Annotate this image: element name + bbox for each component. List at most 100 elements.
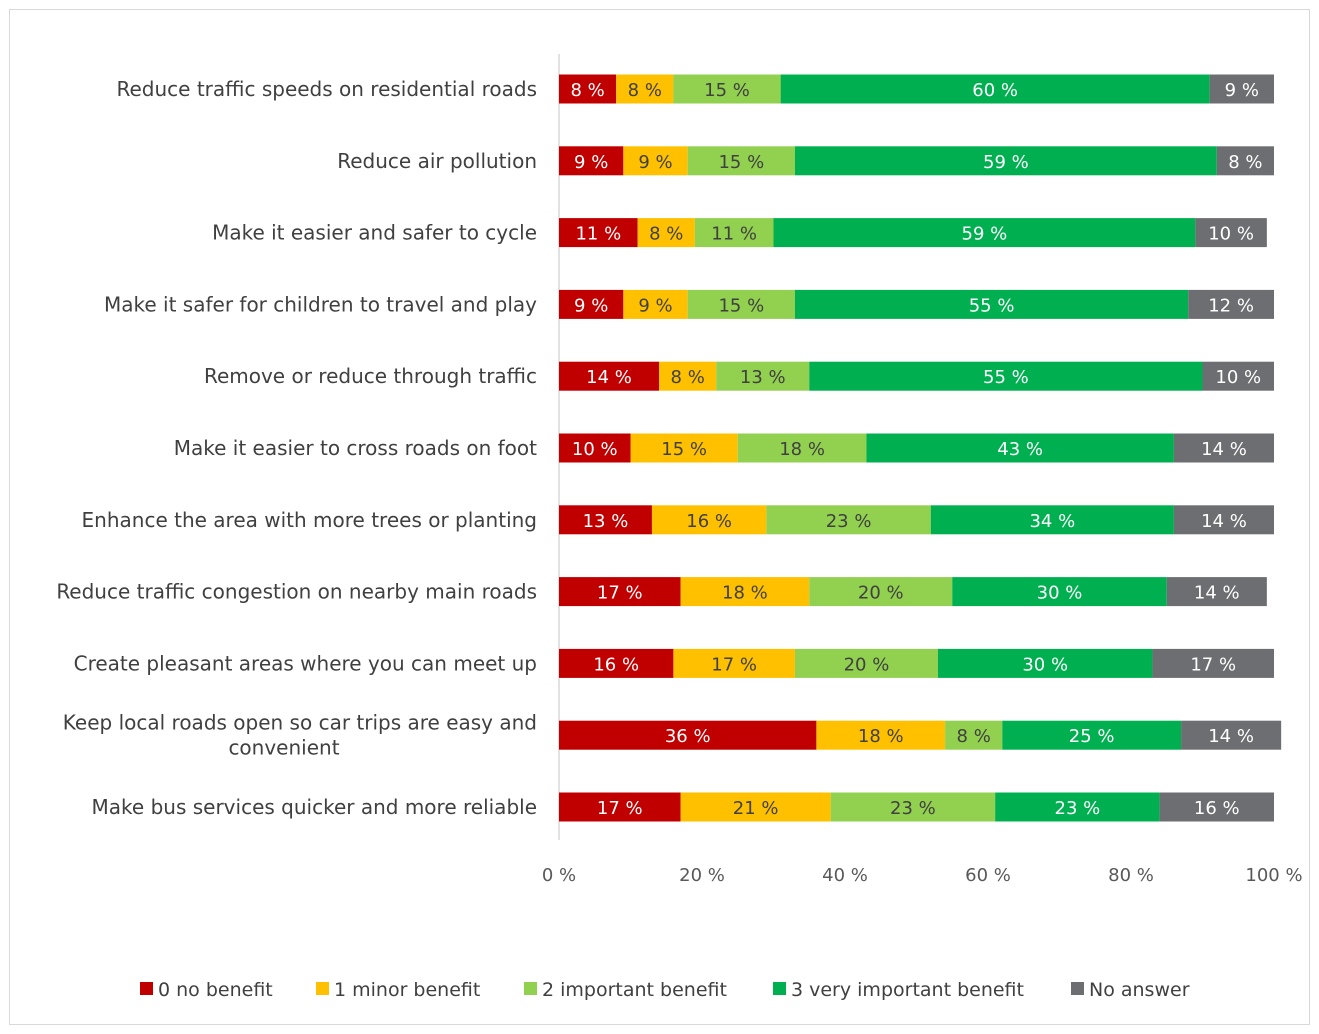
category-label: Make it easier to cross roads on foot <box>174 436 537 460</box>
data-label: 13 % <box>583 511 629 532</box>
x-tick-label: 0 % <box>542 865 576 886</box>
bar-segment <box>659 361 717 391</box>
data-label: 55 % <box>983 367 1029 388</box>
bar-segment <box>1002 720 1182 750</box>
data-label: 17 % <box>1190 654 1236 675</box>
data-label: 16 % <box>593 654 639 675</box>
data-label: 14 % <box>586 367 632 388</box>
category-label: Reduce traffic speeds on residential roa… <box>116 77 537 101</box>
bar-segment <box>559 74 617 104</box>
data-label: 23 % <box>890 798 936 819</box>
legend-swatch <box>140 982 153 995</box>
bar-segment <box>1166 577 1267 607</box>
category-label: Make it easier and safer to cycle <box>212 221 537 245</box>
bar-segment <box>737 433 867 463</box>
category-label: Remove or reduce through traffic <box>204 364 537 388</box>
data-label: 9 % <box>638 152 672 173</box>
data-label: 34 % <box>1029 511 1075 532</box>
bar-segment <box>559 648 674 678</box>
bar-segment <box>773 218 1196 248</box>
data-label: 14 % <box>1208 726 1254 747</box>
bar-segment <box>794 289 1189 319</box>
data-label: 43 % <box>997 439 1043 460</box>
category-label-cont: convenient <box>228 736 339 760</box>
data-label: 10 % <box>1208 224 1254 245</box>
legend-label: 1 minor benefit <box>334 979 480 1001</box>
data-label: 30 % <box>1037 583 1083 604</box>
data-label: 17 % <box>597 798 643 819</box>
bar-segment <box>945 720 1003 750</box>
bar-segment <box>623 289 688 319</box>
data-label: 14 % <box>1201 439 1247 460</box>
bar-segment <box>630 433 738 463</box>
category-label: Create pleasant areas where you can meet… <box>74 651 537 675</box>
bar-segment <box>687 289 795 319</box>
bar-segment <box>937 648 1153 678</box>
data-label: 10 % <box>1215 367 1261 388</box>
data-label: 60 % <box>972 80 1018 101</box>
x-tick-label: 20 % <box>679 865 725 886</box>
legend-swatch <box>316 982 329 995</box>
bar-segment <box>1181 720 1282 750</box>
data-label: 9 % <box>638 295 672 316</box>
data-label: 17 % <box>711 654 757 675</box>
bar-segment <box>794 146 1217 176</box>
bar-segment <box>1173 433 1274 463</box>
data-label: 14 % <box>1194 583 1240 604</box>
data-label: 25 % <box>1069 726 1115 747</box>
bar-segment <box>687 146 795 176</box>
bar-segment <box>559 505 652 535</box>
data-label: 8 % <box>1228 152 1262 173</box>
bar-segment <box>1216 146 1274 176</box>
bar-segment <box>830 792 996 822</box>
data-label: 16 % <box>1194 798 1240 819</box>
bar-segment <box>559 433 631 463</box>
bar-segment <box>680 577 810 607</box>
data-label: 18 % <box>722 583 768 604</box>
bar-segment <box>766 505 931 535</box>
bar-segment <box>809 577 953 607</box>
data-label: 9 % <box>1225 80 1259 101</box>
data-label: 17 % <box>597 583 643 604</box>
x-tick-label: 60 % <box>965 865 1011 886</box>
legend-label: 0 no benefit <box>158 979 273 1001</box>
bar-segment <box>623 146 688 176</box>
data-label: 36 % <box>665 726 711 747</box>
data-label: 9 % <box>574 295 608 316</box>
category-label: Reduce traffic congestion on nearby main… <box>56 580 537 604</box>
bar-segment <box>1195 218 1267 248</box>
legend-label: 3 very important benefit <box>791 979 1024 1001</box>
data-label: 8 % <box>649 224 683 245</box>
bar-segment <box>559 720 817 750</box>
legend-swatch <box>773 982 786 995</box>
bar-segment <box>694 218 774 248</box>
data-label: 18 % <box>779 439 825 460</box>
bar-segment <box>651 505 767 535</box>
bar-segment <box>995 792 1160 822</box>
x-tick-label: 80 % <box>1108 865 1154 886</box>
bar-segment <box>1159 792 1274 822</box>
x-tick-label: 100 % <box>1245 865 1302 886</box>
bar-segment <box>794 648 938 678</box>
data-label: 8 % <box>957 726 991 747</box>
bar-segment <box>559 792 681 822</box>
bar-segment <box>1209 74 1274 104</box>
bar-segment <box>816 720 946 750</box>
bar-segment <box>930 505 1174 535</box>
data-label: 10 % <box>572 439 618 460</box>
data-label: 12 % <box>1208 295 1254 316</box>
bar-segment <box>780 74 1210 104</box>
bar-segment <box>952 577 1167 607</box>
data-label: 9 % <box>574 152 608 173</box>
category-label: Make bus services quicker and more relia… <box>92 795 537 819</box>
data-label: 11 % <box>575 224 621 245</box>
x-tick-label: 40 % <box>822 865 868 886</box>
bar-segment <box>809 361 1203 391</box>
bar-segment <box>716 361 810 391</box>
data-label: 59 % <box>962 224 1008 245</box>
data-label: 23 % <box>1055 798 1101 819</box>
bar-segment <box>673 648 795 678</box>
bar-segment <box>637 218 695 248</box>
data-label: 18 % <box>858 726 904 747</box>
